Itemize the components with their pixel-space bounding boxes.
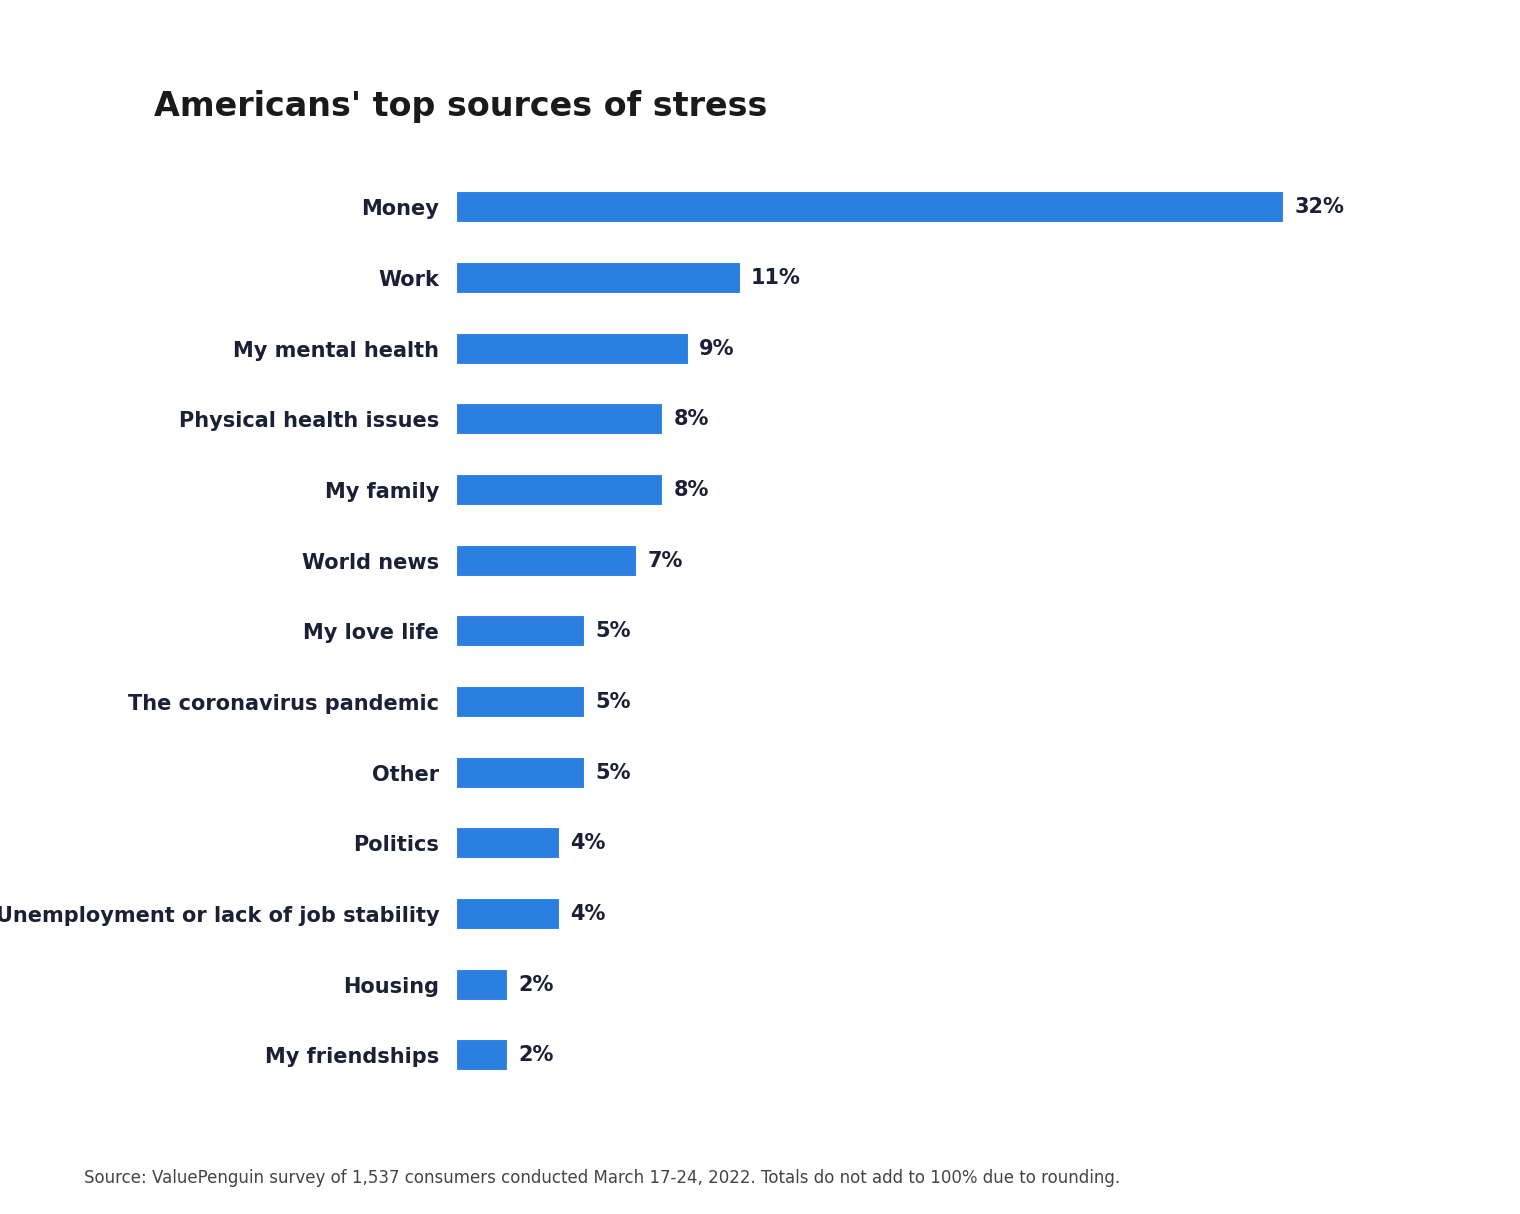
Text: 5%: 5% [596, 692, 631, 711]
Text: 5%: 5% [596, 762, 631, 783]
Text: 8%: 8% [673, 409, 708, 430]
Text: 11%: 11% [751, 268, 801, 288]
Text: Americans' top sources of stress: Americans' top sources of stress [155, 90, 768, 123]
Bar [456, 545, 637, 577]
Bar [456, 969, 508, 1000]
Text: Source: ValuePenguin survey of 1,537 consumers conducted March 17-24, 2022. Tota: Source: ValuePenguin survey of 1,537 con… [84, 1169, 1120, 1187]
Bar [456, 615, 585, 647]
Text: 8%: 8% [673, 480, 708, 500]
Bar [456, 403, 663, 435]
Bar [456, 262, 740, 294]
Text: 2%: 2% [518, 1045, 553, 1065]
Text: 9%: 9% [699, 339, 734, 358]
Text: 4%: 4% [570, 833, 605, 853]
Bar [456, 828, 559, 860]
Bar [456, 473, 663, 506]
Text: 32%: 32% [1295, 198, 1344, 217]
Text: 5%: 5% [596, 622, 631, 641]
Bar [456, 1039, 508, 1071]
Text: 4%: 4% [570, 904, 605, 924]
Text: 2%: 2% [518, 975, 553, 994]
Bar [456, 686, 585, 717]
Bar [456, 333, 689, 364]
Bar [456, 756, 585, 789]
Bar [456, 192, 1284, 223]
Text: 7%: 7% [648, 551, 682, 571]
Bar [456, 898, 559, 930]
